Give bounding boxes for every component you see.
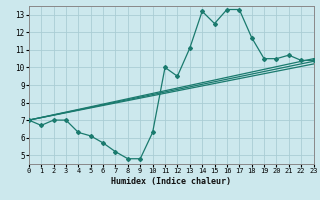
X-axis label: Humidex (Indice chaleur): Humidex (Indice chaleur) (111, 177, 231, 186)
